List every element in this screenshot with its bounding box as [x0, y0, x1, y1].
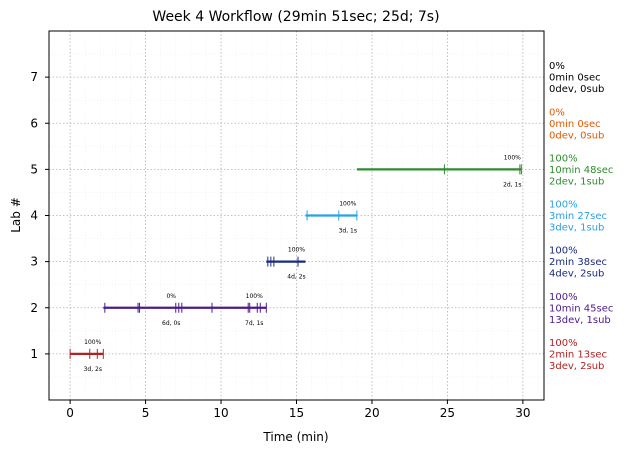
- lab-6-summary-line: 0%: [549, 107, 565, 118]
- lab-4-annotation-top: 100%: [339, 201, 356, 208]
- y-tick-label: 1: [30, 347, 38, 361]
- x-tick-label: 25: [440, 406, 455, 420]
- x-tick-label: 0: [66, 406, 74, 420]
- lab-2-annotation-top: 0%: [166, 293, 176, 300]
- lab-1-annotation-top: 100%: [84, 339, 101, 346]
- lab-1-summary-line: 3dev, 2sub: [549, 361, 604, 372]
- lab-6-summary-line: 0dev, 0sub: [549, 130, 604, 141]
- lab-3-summary-line: 100%: [549, 246, 578, 257]
- y-axis-label: Lab #: [9, 197, 23, 233]
- x-tick-label: 10: [213, 406, 228, 420]
- lab-3-summary-line: 2min 38sec: [549, 257, 607, 268]
- lab-2-annotation-top: 100%: [246, 293, 263, 300]
- y-tick-label: 3: [30, 255, 38, 269]
- lab-4-summary-line: 3min 27sec: [549, 211, 607, 222]
- lab-6-summary-line: 0min 0sec: [549, 119, 601, 130]
- lab-3-annotation-bottom: 4d, 2s: [287, 274, 305, 281]
- y-tick-label: 6: [30, 116, 38, 130]
- lab-4-summary-line: 3dev, 1sub: [549, 223, 604, 234]
- lab-7-summary-line: 0%: [549, 61, 565, 72]
- lab-7-summary-line: 0dev, 0sub: [549, 84, 604, 95]
- y-tick-label: 2: [30, 301, 38, 315]
- y-tick-label: 4: [30, 209, 38, 223]
- lab-1-summary-line: 2min 13sec: [549, 349, 607, 360]
- lab-7-summary-line: 0min 0sec: [549, 73, 601, 84]
- lab-5-summary-line: 10min 48sec: [549, 165, 613, 176]
- lab-2-annotation-bottom: 6d, 0s: [162, 320, 180, 327]
- y-tick-label: 5: [30, 162, 38, 176]
- y-tick-label: 7: [30, 70, 38, 84]
- lab-2-summary-line: 13dev, 1sub: [549, 315, 611, 326]
- lab-5-annotation-bottom: 2d, 1s: [503, 181, 521, 188]
- lab-3-summary-line: 4dev, 2sub: [549, 269, 604, 280]
- lab-1-summary-line: 100%: [549, 338, 578, 349]
- lab-4-annotation-bottom: 3d, 1s: [339, 228, 357, 235]
- chart-marks: 100% 3d, 2s 0% 6d, 0s 100% 7d, 1s 100% 4d, 2s 10…: [69, 154, 522, 373]
- x-tick-label: 15: [289, 406, 304, 420]
- lab-5-annotation-top: 100%: [504, 154, 521, 161]
- lab-2-annotation-bottom: 7d, 1s: [245, 320, 263, 327]
- lab-1-annotation-bottom: 3d, 2s: [84, 366, 102, 373]
- lab-3-annotation-top: 100%: [288, 247, 305, 254]
- x-tick-label: 20: [364, 406, 379, 420]
- lab-2-summary-line: 100%: [549, 292, 578, 303]
- lab-2-summary-line: 10min 45sec: [549, 303, 613, 314]
- x-tick-label: 5: [142, 406, 150, 420]
- lab-5-summary-line: 2dev, 1sub: [549, 176, 604, 187]
- x-tick-label: 30: [515, 406, 530, 420]
- lab-5-summary-line: 100%: [549, 153, 578, 164]
- x-axis-label: Time (min): [262, 430, 328, 444]
- lab-4-summary-line: 100%: [549, 200, 578, 211]
- grid: [49, 31, 544, 400]
- chart-title: Week 4 Workflow (29min 51sec; 25d; 7s): [152, 9, 439, 25]
- axis-ticks: 0 5 10 15 20 25 30 1 2 3 4 5 6 7: [30, 70, 530, 420]
